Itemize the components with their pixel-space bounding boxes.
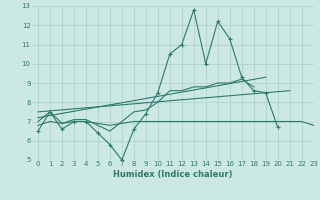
X-axis label: Humidex (Indice chaleur): Humidex (Indice chaleur) (113, 170, 233, 179)
